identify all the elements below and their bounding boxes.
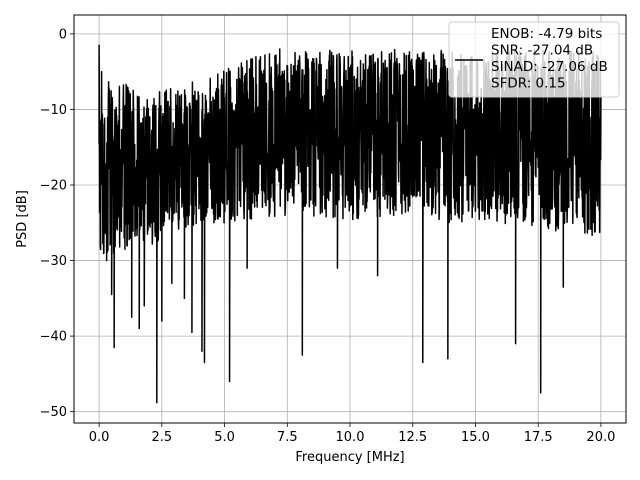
- x-tick-label: 5.0: [214, 430, 235, 445]
- psd-series-line: [98, 44, 602, 404]
- x-tick-label: 17.5: [524, 430, 553, 445]
- y-tick-label: −10: [40, 103, 67, 118]
- psd-trace: [98, 44, 602, 404]
- x-axis-ticks: 0.0 2.5 5.0 7.5 10.0 12.5 15.0 17.5 20.0: [89, 423, 615, 445]
- legend-sfdr: SFDR: 0.15: [491, 76, 566, 92]
- x-tick-label: 12.5: [398, 430, 427, 445]
- x-tick-label: 0.0: [89, 430, 110, 445]
- y-tick-label: −20: [40, 179, 67, 194]
- x-tick-label: 2.5: [151, 430, 172, 445]
- y-axis-label: PSD [dB]: [15, 190, 30, 248]
- y-axis-ticks: 0 −10 −20 −30 −40 −50: [40, 27, 74, 420]
- x-axis-label: Frequency [MHz]: [295, 450, 404, 465]
- x-tick-label: 15.0: [461, 430, 490, 445]
- legend: ENOB: -4.79 bits SNR: -27.04 dB SINAD: -…: [448, 21, 620, 98]
- legend-sinad: SINAD: -27.06 dB: [491, 59, 608, 75]
- x-tick-label: 10.0: [336, 430, 365, 445]
- legend-snr: SNR: -27.04 dB: [491, 43, 593, 59]
- y-tick-label: −50: [40, 405, 67, 420]
- legend-enob: ENOB: -4.79 bits: [491, 26, 602, 42]
- y-tick-label: 0: [59, 27, 67, 42]
- y-tick-label: −40: [40, 330, 67, 345]
- x-tick-label: 20.0: [586, 430, 615, 445]
- legend-box: [448, 21, 620, 98]
- x-tick-label: 7.5: [277, 430, 298, 445]
- y-tick-label: −30: [40, 254, 67, 269]
